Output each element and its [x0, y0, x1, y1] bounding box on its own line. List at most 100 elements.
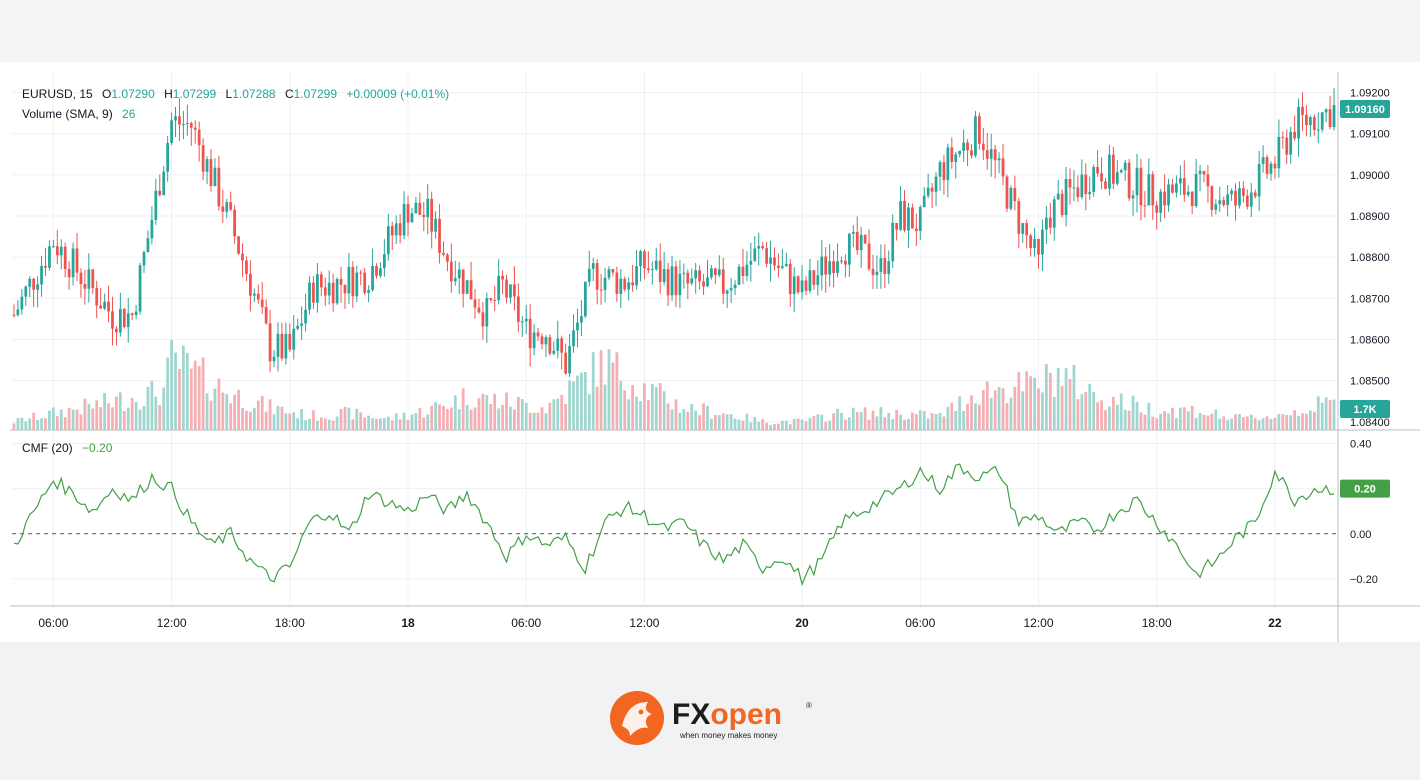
candle-body [16, 309, 20, 316]
volume-bar [985, 381, 989, 430]
volume-bar [1245, 416, 1249, 430]
candle-body [461, 269, 465, 294]
candle-body [1135, 167, 1139, 196]
candle-body [426, 198, 430, 218]
candle-body [1001, 158, 1005, 177]
volume-bar [59, 409, 63, 430]
candle-body [1171, 184, 1174, 193]
candle-body [639, 251, 642, 267]
volume-bar [871, 410, 875, 430]
candle-body [1100, 173, 1103, 182]
volume-bar [111, 407, 114, 430]
price-tick-label: 1.08900 [1350, 211, 1390, 223]
candle-body [363, 272, 367, 293]
volume-bar [820, 414, 824, 430]
candle-body [209, 159, 213, 186]
candle-body [430, 198, 434, 232]
volume-bar [308, 418, 311, 430]
candle-body [1218, 200, 1222, 205]
candle-body [449, 261, 453, 282]
candle-body [725, 290, 729, 294]
cmf-axis[interactable]: 0.400.200.00−0.200.20 [1340, 439, 1390, 586]
candle-body [1127, 162, 1131, 199]
volume-bar [434, 402, 437, 430]
cmf-legend[interactable]: CMF (20) −0.20 [22, 441, 113, 455]
volume-bar [154, 396, 158, 430]
close-label: C [285, 87, 294, 101]
candle-body [650, 269, 654, 271]
candle-body [985, 150, 989, 159]
volume-bar [930, 413, 934, 430]
high-label: H [164, 87, 173, 101]
volume-bar [12, 423, 16, 430]
candle-body [580, 316, 583, 323]
volume-bar [587, 394, 591, 430]
price-axis[interactable]: 1.09200 1.09100 1.09000 1.08900 1.08800 1.087… [1340, 88, 1390, 429]
price-tick-label: 1.09100 [1350, 129, 1390, 141]
volume-bar [122, 411, 126, 430]
logo-registered-mark: ® [806, 701, 812, 710]
volume-bar [974, 403, 977, 430]
volume-bar [1139, 412, 1143, 430]
volume-bar [355, 408, 359, 430]
volume-bar [536, 412, 540, 430]
volume-bar [221, 392, 225, 430]
volume-bar [1182, 407, 1186, 430]
open-label: O [102, 87, 111, 101]
candle-body [765, 248, 768, 264]
candle-body [1048, 217, 1052, 228]
volume-bar [1013, 386, 1017, 430]
volume-bar [225, 393, 229, 430]
volume-bar [284, 413, 288, 430]
volume-bar [1072, 365, 1076, 430]
candle-body [812, 270, 816, 286]
volume-bar [249, 411, 252, 430]
volume-bar [489, 403, 493, 430]
volume-bar [288, 413, 292, 430]
volume-bar [457, 409, 461, 430]
volume-indicator-label: Volume (SMA, 9) [22, 107, 113, 121]
volume-bar [950, 402, 954, 430]
candle-body [899, 200, 902, 230]
candle-body [477, 307, 481, 313]
volume-bar [44, 418, 47, 430]
candle-body [966, 142, 969, 151]
candle-body [611, 269, 615, 273]
volume-bar [583, 372, 587, 430]
candle-body [1080, 174, 1084, 198]
volume-bar [20, 417, 24, 430]
candle-body [1104, 181, 1107, 189]
volume-bar [702, 403, 705, 430]
candle-body [241, 253, 244, 261]
volume-bar [611, 362, 615, 430]
candle-body [832, 261, 835, 274]
volume-bar [158, 404, 162, 430]
candle-body [560, 338, 564, 353]
volume-bar [379, 418, 382, 430]
candle-body [1198, 170, 1202, 174]
candle-body [185, 123, 189, 125]
candle-body [1238, 188, 1241, 206]
candle-body [1257, 163, 1261, 197]
volume-bar [863, 407, 867, 430]
high-value: 1.07299 [173, 87, 217, 101]
candle-body [615, 272, 619, 294]
volume-bar [469, 409, 473, 430]
candle-body [229, 202, 233, 210]
time-axis[interactable]: 06:00 12:00 18:00 18 06:00 12:00 20 06:00 12:00 1… [38, 616, 1282, 630]
candle-body [989, 149, 993, 159]
candle-body [48, 246, 51, 268]
volume-legend[interactable]: Volume (SMA, 9) 26 [22, 107, 136, 121]
volume-bar [1186, 411, 1190, 430]
candle-body [1178, 178, 1182, 184]
volume-bar [1111, 396, 1115, 430]
volume-bar [449, 407, 453, 430]
volume-bar [737, 419, 741, 430]
volume-bar [229, 403, 233, 430]
ohlc-legend[interactable]: EURUSD, 15 O1.07290 H1.07299 L1.07288 C1… [22, 87, 449, 101]
candle-body [107, 301, 110, 312]
volume-bar [1316, 396, 1320, 430]
volume-bar [339, 408, 343, 430]
volume-bar [1123, 409, 1127, 430]
